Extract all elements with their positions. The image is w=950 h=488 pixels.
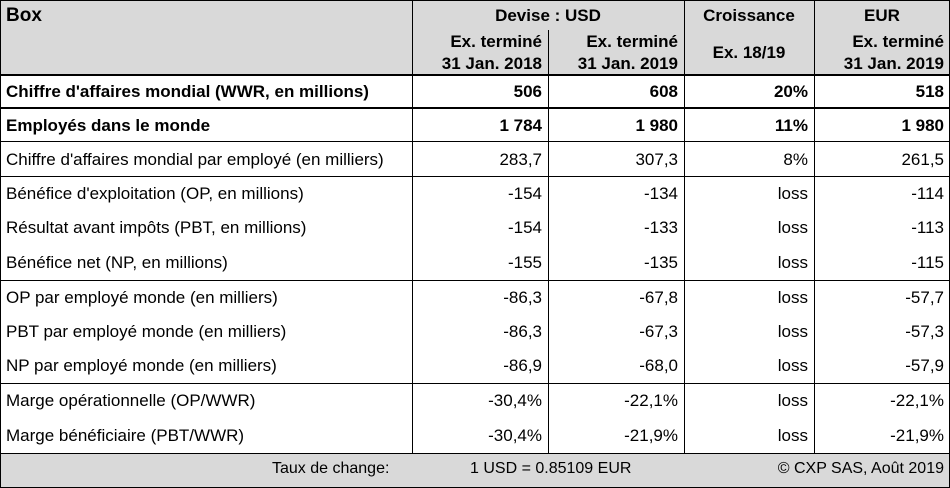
cell-v2018: 506 <box>513 82 542 101</box>
col-eur-line1: Ex. terminé <box>852 31 944 51</box>
cell-eur: -22,1% <box>890 391 944 410</box>
hline-group3 <box>0 383 950 384</box>
cell-label: Employés dans le monde <box>6 116 211 135</box>
cell-v2019: -68,0 <box>639 356 678 375</box>
cell-label: Résultat avant impôts (PBT, en millions) <box>6 218 307 237</box>
vline-growth <box>814 0 815 453</box>
cell-eur: 518 <box>915 82 944 101</box>
cell-v2018: -86,3 <box>503 288 542 307</box>
cell-label: Chiffre d'affaires mondial par employé (… <box>6 150 384 169</box>
cell-label: NP par employé monde (en milliers) <box>6 356 277 375</box>
cell-label: Bénéfice d'exploitation (OP, en millions… <box>6 184 304 203</box>
cell-v2019: 1 980 <box>635 116 678 135</box>
cell-growth: loss <box>777 288 808 307</box>
copyright-text: © CXP SAS, Août 2019 <box>777 460 944 477</box>
cell-growth: loss <box>777 253 808 272</box>
cell-v2018: -30,4% <box>488 391 542 410</box>
cell-eur: -113 <box>911 218 944 237</box>
cell-v2018: -154 <box>507 218 542 237</box>
col-2018-line1: Ex. terminé <box>450 31 542 51</box>
croissance-header: Croissance <box>703 5 795 25</box>
devise-header: Devise : USD <box>495 5 601 25</box>
footer-background <box>0 453 950 488</box>
col-2018-line2: 31 Jan. 2018 <box>441 53 542 73</box>
hline-footer <box>0 453 950 454</box>
col-2019-line2: 31 Jan. 2019 <box>577 53 678 73</box>
cell-label: Marge bénéficiaire (PBT/WWR) <box>6 426 245 445</box>
cell-eur: -57,9 <box>905 356 944 375</box>
cell-label: Marge opérationnelle (OP/WWR) <box>6 391 256 410</box>
cell-v2019: -133 <box>643 218 678 237</box>
cell-v2019: -134 <box>643 184 678 203</box>
cell-v2018: -30,4% <box>488 426 542 445</box>
cell-growth: 8% <box>783 150 808 169</box>
header-background <box>0 0 950 74</box>
cell-v2019: -22,1% <box>624 391 678 410</box>
cell-label: OP par employé monde (en milliers) <box>6 288 278 307</box>
cell-v2018: -154 <box>507 184 542 203</box>
hline-group1 <box>0 176 950 177</box>
cell-eur: -115 <box>911 253 944 272</box>
col-2019-line1: Ex. terminé <box>586 31 678 51</box>
cell-eur: 261,5 <box>901 150 944 169</box>
growth-subheader: Ex. 18/19 <box>712 42 786 62</box>
cell-v2019: -21,9% <box>624 426 678 445</box>
cell-v2019: -135 <box>643 253 678 272</box>
cell-v2018: 1 784 <box>499 116 542 135</box>
cell-eur: -57,7 <box>905 288 944 307</box>
cell-v2019: 307,3 <box>635 150 678 169</box>
cell-growth: 11% <box>774 116 808 135</box>
cell-eur: -21,9% <box>890 426 944 445</box>
hline-group2 <box>0 280 950 281</box>
hline-row1 <box>0 107 950 109</box>
vline-2019 <box>684 0 685 453</box>
cell-v2019: -67,3 <box>639 322 678 341</box>
eur-header: EUR <box>864 5 900 25</box>
cell-label: Bénéfice net (NP, en millions) <box>6 253 228 272</box>
cell-growth: loss <box>777 356 808 375</box>
hline-row2 <box>0 141 950 142</box>
cell-eur: -114 <box>911 184 944 203</box>
hline-header <box>0 74 950 76</box>
border-top <box>0 0 950 1</box>
cell-v2019: 608 <box>649 82 678 101</box>
cell-label: PBT par employé monde (en milliers) <box>6 322 287 341</box>
cell-v2018: -86,9 <box>503 356 542 375</box>
cell-v2018: -155 <box>507 253 542 272</box>
cell-v2018: 283,7 <box>499 150 542 169</box>
cell-growth: loss <box>777 322 808 341</box>
col-eur-line2: 31 Jan. 2019 <box>843 53 944 73</box>
cell-label: Chiffre d'affaires mondial (WWR, en mill… <box>6 82 369 101</box>
vline-label <box>412 0 413 453</box>
exchange-rate-value: 1 USD = 0.85109 EUR <box>470 460 632 477</box>
border-left <box>0 0 1 488</box>
cell-growth: loss <box>777 426 808 445</box>
cell-growth: loss <box>777 218 808 237</box>
cell-growth: loss <box>777 391 808 410</box>
exchange-rate-label: Taux de change: <box>272 460 390 477</box>
box-label: Box <box>6 4 42 26</box>
cell-eur: 1 980 <box>901 116 944 135</box>
cell-v2019: -67,8 <box>639 288 678 307</box>
cell-growth: loss <box>777 184 808 203</box>
cell-growth: 20% <box>773 82 808 101</box>
cell-v2018: -86,3 <box>503 322 542 341</box>
vline-2018 <box>548 30 549 453</box>
cell-eur: -57,3 <box>905 322 944 341</box>
